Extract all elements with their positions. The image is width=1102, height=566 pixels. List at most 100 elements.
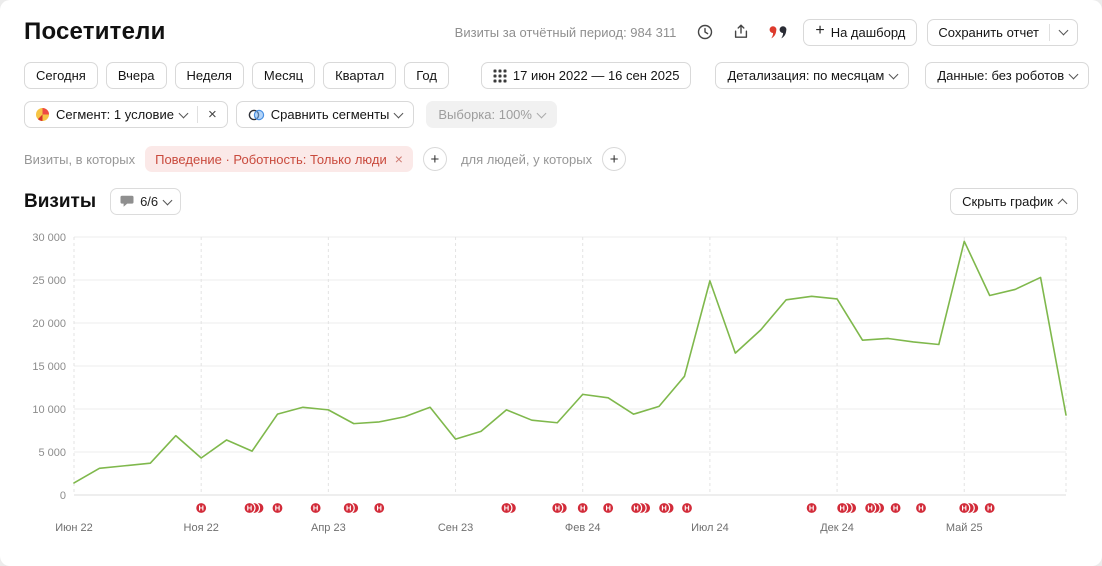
close-icon[interactable]: ×: [394, 151, 403, 167]
annotation-marker[interactable]: [243, 501, 256, 515]
divider: [1049, 23, 1050, 41]
segment-condition-chip[interactable]: Поведение · Роботность: Только люди ×: [145, 146, 413, 172]
annotation-marker-label: Н: [684, 504, 689, 513]
add-people-condition-button[interactable]: +: [602, 147, 627, 171]
hide-chart-button[interactable]: Скрыть график: [950, 188, 1078, 215]
annotation-marker-label: Н: [346, 504, 351, 513]
annotation-marker[interactable]: [602, 501, 615, 515]
annotation-marker-label: Н: [893, 504, 898, 513]
chevron-down-icon: [393, 108, 404, 118]
calendar-grid-icon: [493, 69, 507, 82]
x-axis-label: Дек 24: [820, 522, 854, 534]
y-axis-label: 5 000: [38, 447, 66, 459]
metrics-count: 6/6: [140, 194, 159, 209]
y-axis-label: 10 000: [32, 404, 66, 416]
visits-line: [73, 240, 1067, 484]
annotation-marker-label: Н: [633, 504, 638, 513]
annotation-marker[interactable]: [373, 501, 386, 515]
metrica-logo-icon[interactable]: [764, 21, 793, 44]
segment-clear-button[interactable]: ×: [198, 102, 227, 127]
segment-label: Сегмент: 1 условие: [56, 107, 174, 122]
plus-icon: +: [609, 150, 619, 168]
annotation-marker-label: Н: [839, 504, 844, 513]
annotation-marker[interactable]: [658, 501, 671, 515]
add-visit-condition-button[interactable]: +: [422, 147, 447, 171]
clock-icon: [698, 24, 713, 40]
annotation-marker-label: Н: [580, 504, 585, 513]
save-report-button[interactable]: Сохранить отчет: [928, 20, 1049, 45]
y-axis-label: 30 000: [32, 232, 66, 244]
help-icon[interactable]: [1097, 64, 1102, 88]
annotation-marker-label: Н: [377, 504, 382, 513]
header-actions: Визиты за отчётный период: 984 311: [454, 18, 1078, 46]
chevron-down-icon: [888, 69, 899, 79]
sampling-select[interactable]: Выборка: 100%: [426, 101, 557, 128]
visits-chart-svg[interactable]: 0 5 000 10 000 15 000 20 000 25 000 30 000 Июн …: [24, 227, 1078, 539]
annotation-marker[interactable]: [342, 501, 355, 515]
annotation-marker[interactable]: [983, 501, 996, 515]
chevron-down-icon: [536, 108, 547, 118]
chevron-down-icon: [1068, 69, 1079, 79]
annotation-marker[interactable]: [309, 501, 322, 515]
add-to-dashboard-button[interactable]: + На дашборд: [803, 18, 918, 46]
annotation-marker-label: Н: [962, 504, 967, 513]
annotation-marker[interactable]: [889, 501, 902, 515]
quick-range-button-0[interactable]: Сегодня: [24, 62, 98, 89]
x-axis-label: Июл 24: [691, 522, 729, 534]
x-axis-label: Май 25: [946, 522, 983, 534]
save-report-split-button: Сохранить отчет: [927, 18, 1078, 46]
pie-segment-icon: [36, 108, 49, 121]
history-icon[interactable]: [692, 19, 718, 45]
compare-segments-label: Сравнить сегменты: [270, 107, 390, 122]
compare-segments-button[interactable]: Сравнить сегменты: [235, 101, 415, 128]
annotation-marker-label: Н: [605, 504, 610, 513]
x-axis-label: Июн 22: [55, 522, 93, 534]
annotation-marker[interactable]: [836, 501, 849, 515]
export-icon[interactable]: [728, 19, 754, 45]
quick-range-button-1[interactable]: Вчера: [105, 62, 167, 89]
metrics-selector[interactable]: 6/6: [110, 188, 182, 215]
report-period-total: Визиты за отчётный период: 984 311: [454, 24, 677, 40]
save-report-menu-button[interactable]: [1050, 20, 1077, 45]
y-axis-label: 15 000: [32, 361, 66, 373]
quick-range-button-4[interactable]: Квартал: [323, 62, 397, 89]
compare-segments-icon: [248, 109, 264, 120]
y-axis-label: 0: [60, 490, 66, 502]
annotation-marker-label: Н: [504, 504, 509, 513]
quick-range-button-3[interactable]: Месяц: [251, 62, 316, 89]
annotation-marker-label: Н: [275, 504, 280, 513]
chevron-up-icon: [1057, 198, 1068, 208]
chevron-down-icon: [162, 195, 173, 205]
detalization-select[interactable]: Детализация: по месяцам: [715, 62, 910, 89]
quick-range-button-2[interactable]: Неделя: [174, 62, 244, 89]
annotation-marker[interactable]: [271, 501, 284, 515]
annotation-marker[interactable]: [551, 501, 564, 515]
visits-chart[interactable]: 0 5 000 10 000 15 000 20 000 25 000 30 000 Июн …: [24, 227, 1078, 544]
annotation-marker[interactable]: [195, 501, 208, 515]
page-title: Посетители: [24, 18, 166, 45]
annotation-marker[interactable]: [958, 501, 971, 515]
annotation-marker[interactable]: [630, 501, 643, 515]
annotation-marker[interactable]: [805, 501, 818, 515]
comment-icon: [120, 195, 134, 207]
x-axis-label: Сен 23: [438, 522, 473, 534]
annotation-marker[interactable]: [680, 501, 694, 515]
data-mode-select[interactable]: Данные: без роботов: [925, 62, 1090, 89]
annotation-marker[interactable]: [500, 501, 513, 515]
segment-button[interactable]: Сегмент: 1 условие: [25, 102, 197, 127]
annotation-marker[interactable]: [864, 501, 877, 515]
quick-range-buttons: Сегодня Вчера Неделя Месяц Квартал Год: [24, 62, 449, 89]
x-axis-label: Ноя 22: [184, 522, 219, 534]
segment-toolbar: Сегмент: 1 условие × Сравнить сегменты В…: [24, 101, 1078, 128]
quick-range-button-5[interactable]: Год: [404, 62, 449, 89]
save-report-label: Сохранить отчет: [938, 24, 1039, 40]
annotation-marker-label: Н: [313, 504, 318, 513]
date-range-button[interactable]: 17 июн 2022 — 16 сен 2025: [480, 62, 692, 89]
annotation-marker[interactable]: [914, 501, 928, 515]
chart-section-header: Визиты 6/6 Скрыть график: [24, 188, 1078, 215]
annotation-marker[interactable]: [576, 501, 589, 515]
detalization-label: Детализация: по месяцам: [727, 68, 885, 83]
annotation-marker-label: Н: [987, 504, 992, 513]
annotation-marker-label: Н: [661, 504, 666, 513]
